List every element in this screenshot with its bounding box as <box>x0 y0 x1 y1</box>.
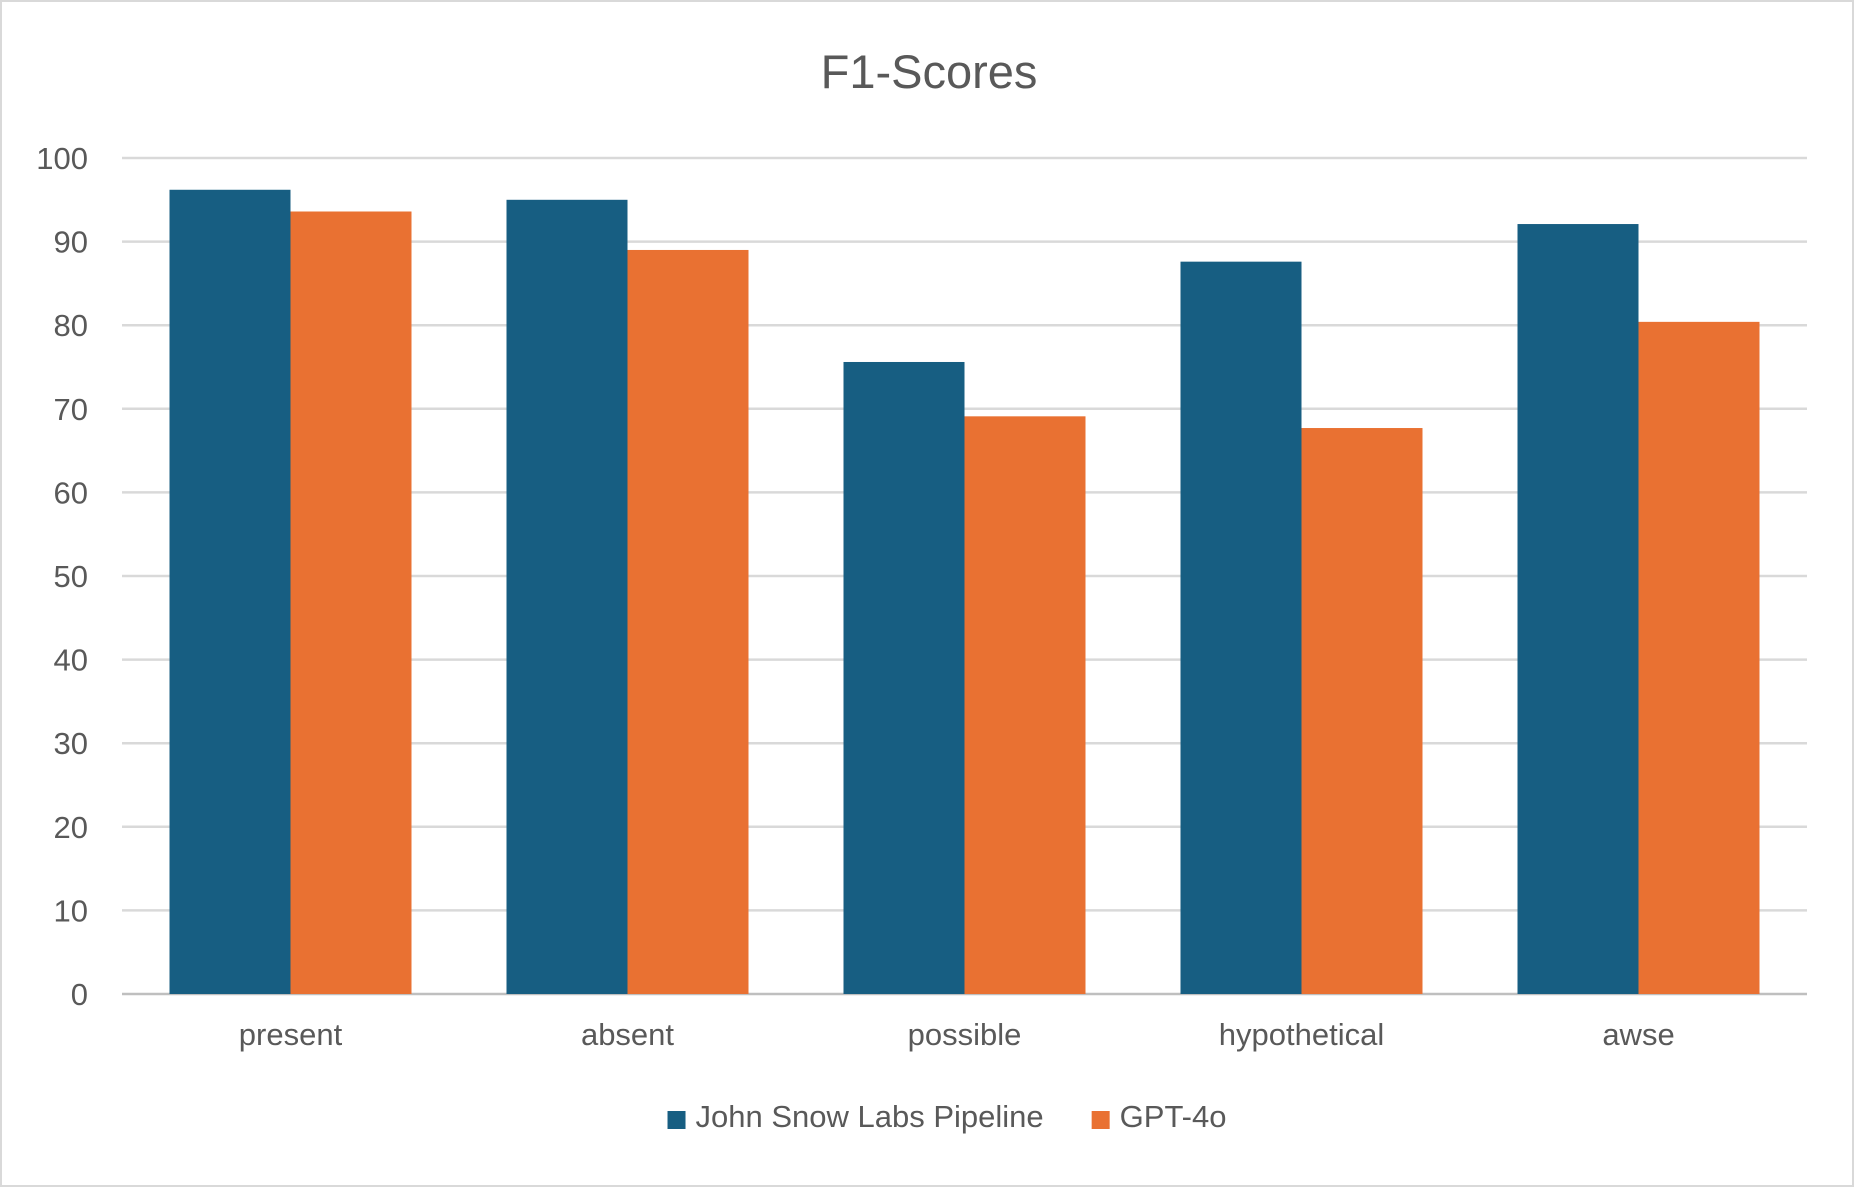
legend-item: John Snow Labs Pipeline <box>667 1099 1044 1134</box>
bar-series-1 <box>843 361 965 994</box>
bar-series-1 <box>506 199 628 995</box>
y-tick-label: 0 <box>71 977 88 1012</box>
legend-swatch <box>1091 1111 1110 1129</box>
legend: John Snow Labs Pipeline GPT-4o <box>667 1099 1227 1134</box>
x-tick-label: present <box>239 1017 343 1052</box>
bar-series-2 <box>1301 428 1423 994</box>
bar-series-2 <box>1638 321 1760 995</box>
y-tick-label: 50 <box>54 559 88 594</box>
legend-item: GPT-4o <box>1091 1099 1227 1134</box>
legend-label: GPT-4o <box>1120 1099 1227 1134</box>
bar-series-1 <box>1517 224 1639 994</box>
bar-series-1 <box>1180 261 1302 994</box>
y-tick-label: 90 <box>54 225 88 260</box>
x-tick-label: awse <box>1602 1017 1674 1052</box>
bar-series-2 <box>627 249 749 994</box>
x-tick-label: absent <box>581 1017 674 1052</box>
x-axis: present absent possible hypothetical awse <box>239 1017 1675 1052</box>
y-tick-label: 60 <box>54 475 88 510</box>
legend-swatch <box>667 1111 686 1129</box>
y-tick-label: 40 <box>54 643 88 678</box>
x-tick-label: hypothetical <box>1219 1017 1384 1052</box>
chart-title: F1-Scores <box>821 45 1038 98</box>
bar-series-1 <box>169 189 291 994</box>
x-tick-label: possible <box>908 1017 1022 1052</box>
legend-label: John Snow Labs Pipeline <box>696 1099 1044 1134</box>
bar-series-2 <box>964 416 1086 995</box>
y-tick-label: 10 <box>54 893 88 928</box>
bars <box>169 189 1760 995</box>
y-tick-label: 30 <box>54 726 88 761</box>
bar-series-2 <box>290 211 412 994</box>
y-tick-label: 80 <box>54 308 88 343</box>
y-tick-label: 70 <box>54 392 88 427</box>
y-axis: 0 10 20 30 40 50 60 70 80 90 100 <box>36 141 88 1012</box>
y-tick-label: 20 <box>54 810 88 845</box>
y-tick-label: 100 <box>36 141 88 176</box>
